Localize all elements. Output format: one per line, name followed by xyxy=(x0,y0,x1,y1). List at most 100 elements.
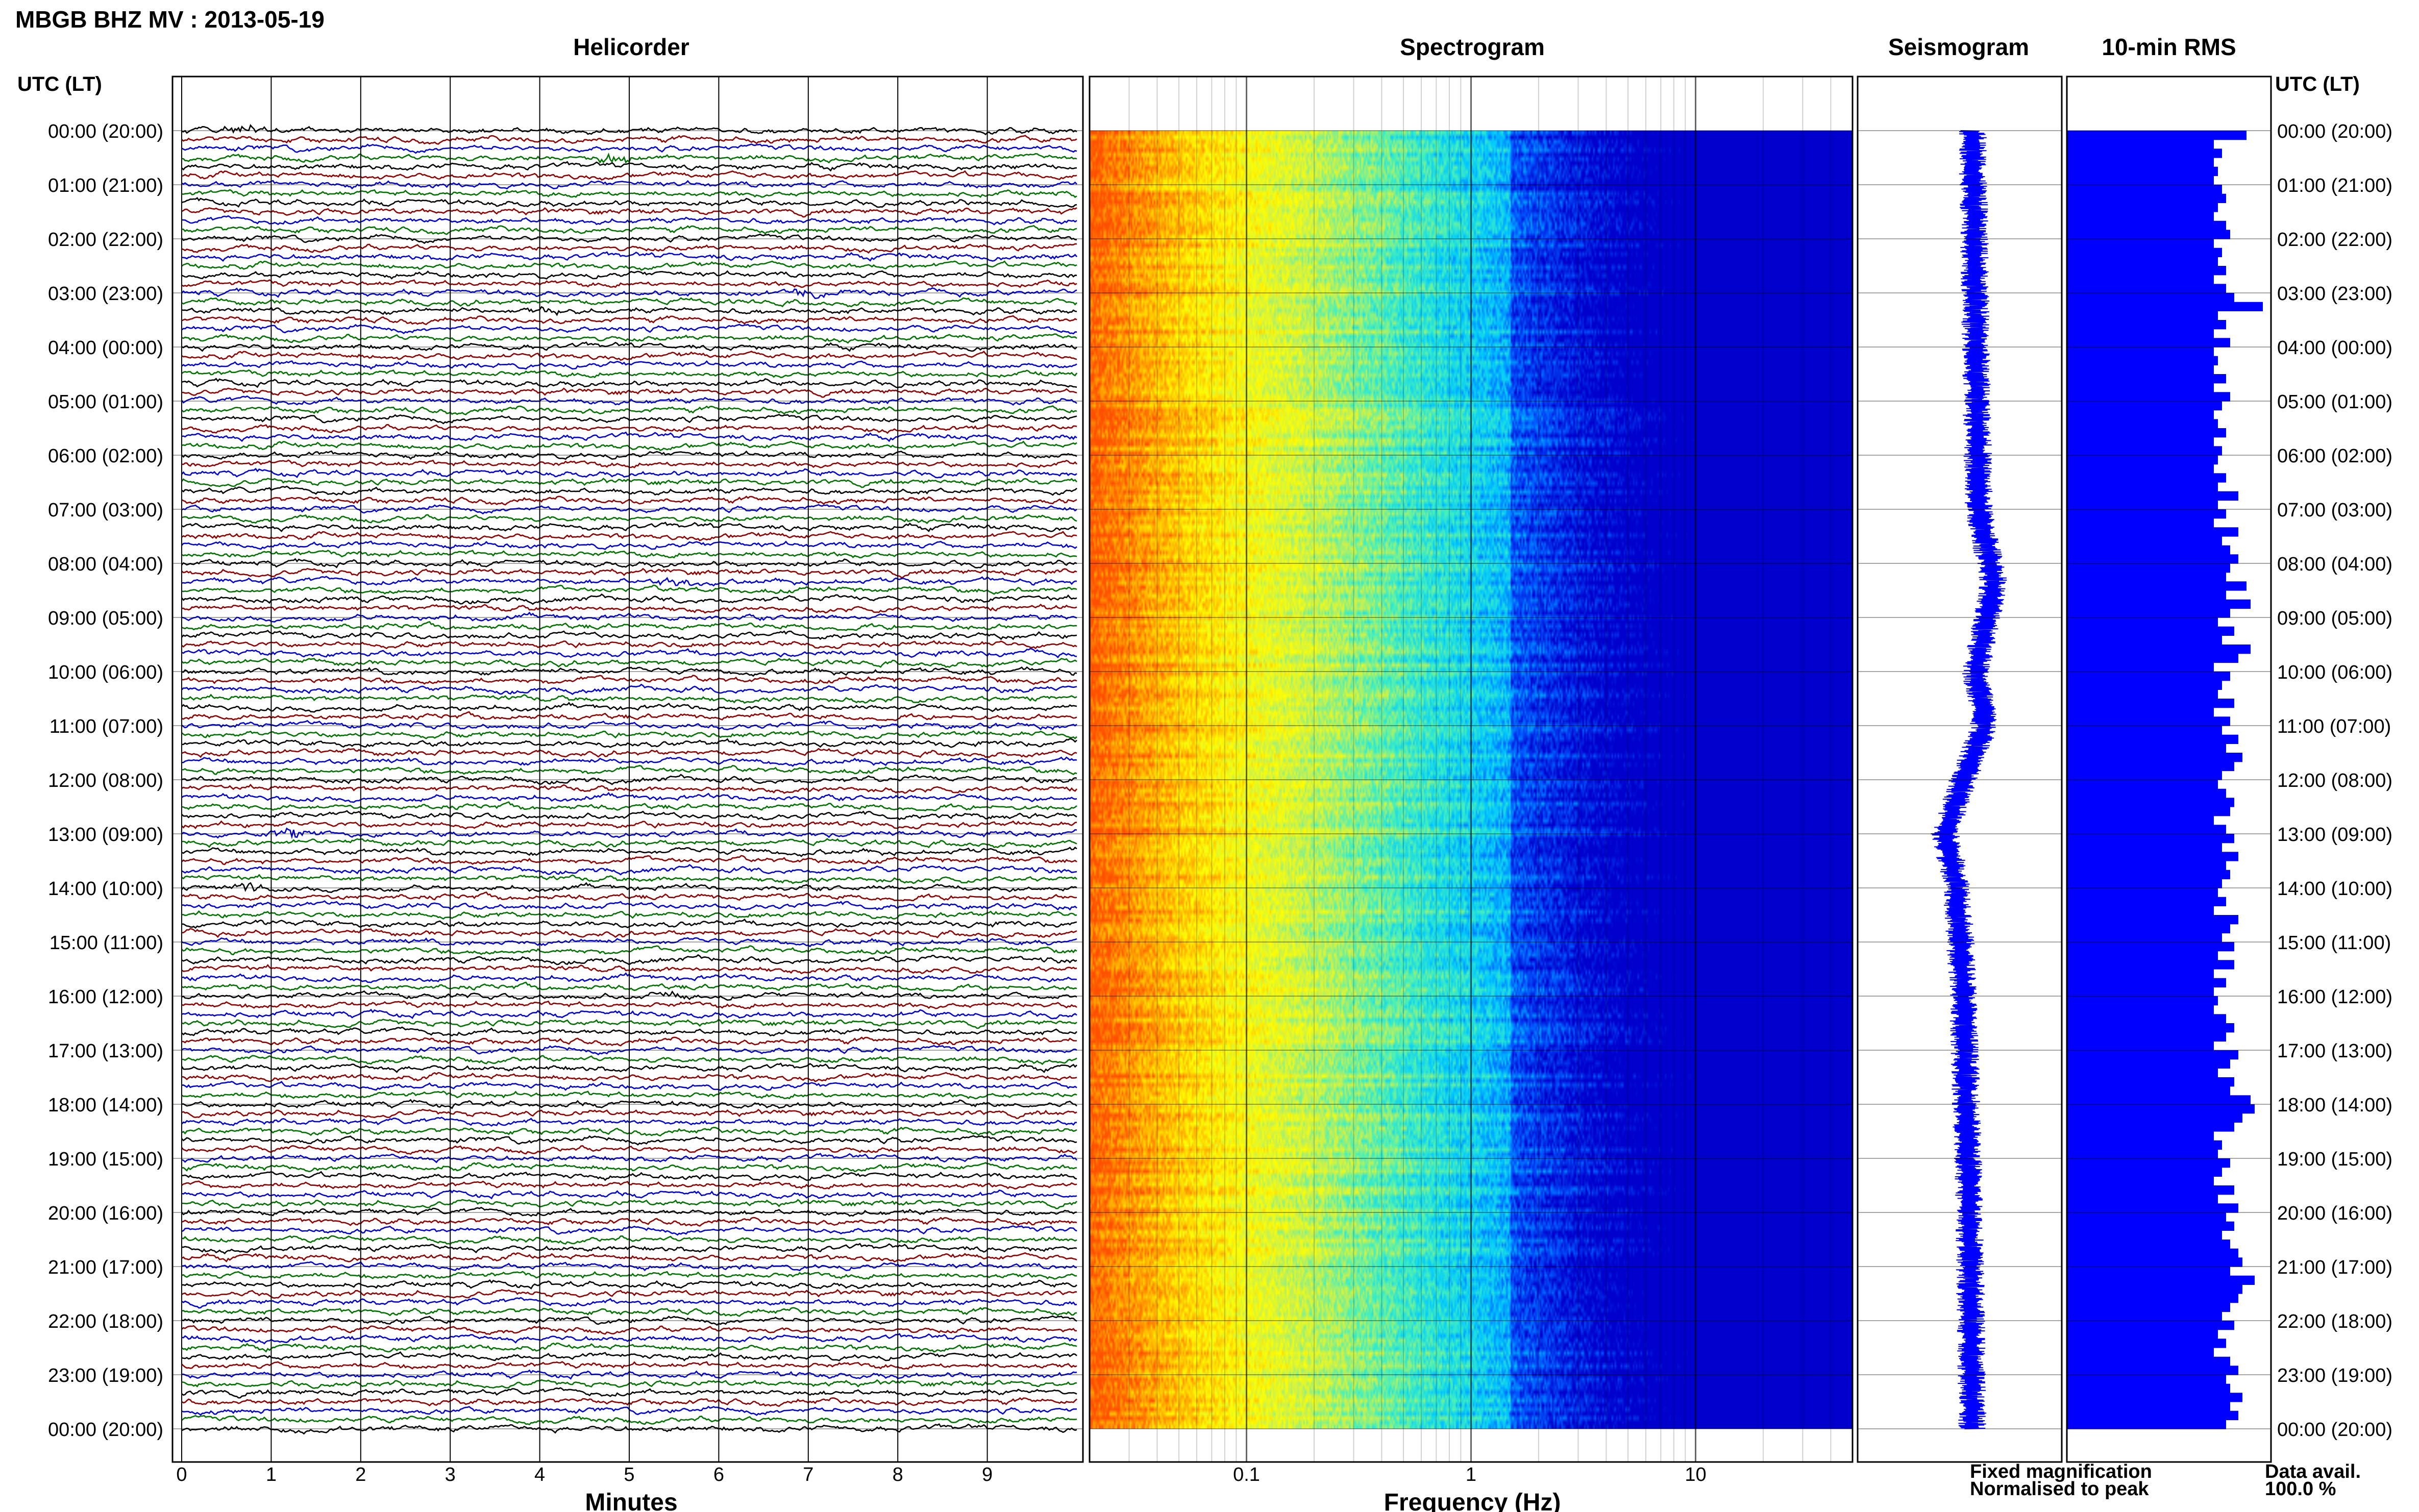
rms-bar xyxy=(2067,734,2238,744)
rms-bar xyxy=(2067,1267,2230,1276)
rms-bar xyxy=(2067,410,2214,419)
rms-bar xyxy=(2067,815,2214,825)
rms-bar xyxy=(2067,1194,2218,1204)
rms-bar xyxy=(2067,131,2247,140)
rms-bar xyxy=(2067,689,2218,699)
rms-bar xyxy=(2067,861,2226,871)
time-label-left: 04:00 (00:00) xyxy=(48,337,163,359)
time-label-right: 18:00 (14:00) xyxy=(2277,1095,2392,1116)
rms-bar xyxy=(2067,311,2218,320)
time-label-right: 16:00 (12:00) xyxy=(2277,986,2392,1008)
rms-bar xyxy=(2067,969,2214,979)
rms-bar xyxy=(2067,662,2214,672)
rms-bar xyxy=(2067,942,2234,952)
time-label-right: 17:00 (13:00) xyxy=(2277,1040,2392,1062)
rms-bar xyxy=(2067,1356,2230,1366)
rms-bar xyxy=(2067,906,2214,915)
rms-bar xyxy=(2067,1167,2222,1177)
rms-bar xyxy=(2067,1005,2214,1014)
rms-bar xyxy=(2067,933,2222,943)
time-label-left: 19:00 (15:00) xyxy=(48,1149,163,1170)
rms-bar xyxy=(2067,608,2230,618)
time-label-right: 00:00 (20:00) xyxy=(2277,1419,2392,1441)
rms-bar xyxy=(2067,401,2222,411)
rms-bar xyxy=(2067,879,2222,888)
rms-bar xyxy=(2067,464,2214,474)
seismogram-title: Seismogram xyxy=(1888,34,2029,60)
rms-bar xyxy=(2067,230,2230,239)
rms-bar xyxy=(2067,1122,2234,1132)
rms-bar xyxy=(2067,1014,2226,1024)
rms-bar xyxy=(2067,1375,2226,1384)
rms-bar xyxy=(2067,527,2238,537)
rms-bar xyxy=(2067,825,2226,834)
rms-bar xyxy=(2067,888,2218,898)
time-label-left: 03:00 (23:00) xyxy=(48,283,163,305)
time-label-right: 20:00 (16:00) xyxy=(2277,1203,2392,1224)
rms-bar xyxy=(2067,166,2218,176)
rms-bar xyxy=(2067,365,2214,375)
time-label-left: 22:00 (18:00) xyxy=(48,1311,163,1332)
rms-bar xyxy=(2067,1348,2214,1357)
rms-bar xyxy=(2067,1221,2234,1231)
time-label-right: 05:00 (01:00) xyxy=(2277,391,2392,413)
rms-bar xyxy=(2067,798,2234,807)
rms-bar xyxy=(2067,590,2226,600)
rms-bar xyxy=(2067,320,2226,330)
time-label-left: 02:00 (22:00) xyxy=(48,229,163,251)
rms-bar xyxy=(2067,437,2214,447)
rms-bar xyxy=(2067,1203,2238,1213)
legend-fixed-magnification: Fixed magnification xyxy=(1970,1461,2152,1482)
spectrogram-tick-label: 10 xyxy=(1685,1464,1706,1485)
time-label-right: 14:00 (10:00) xyxy=(2277,878,2392,900)
time-label-left: 05:00 (01:00) xyxy=(48,391,163,413)
helicorder-tick-label: 4 xyxy=(534,1464,545,1485)
rms-bar xyxy=(2067,446,2222,456)
rms-bar xyxy=(2067,293,2234,303)
rms-bar xyxy=(2067,807,2230,816)
rms-bar xyxy=(2067,771,2222,780)
rms-bar xyxy=(2067,599,2251,609)
rms-bar xyxy=(2067,951,2218,960)
rms-bar xyxy=(2067,915,2238,925)
rms-bar xyxy=(2067,212,2214,221)
rms-bar xyxy=(2067,753,2242,762)
rms-bar xyxy=(2067,266,2226,276)
time-label-right: 02:00 (22:00) xyxy=(2277,229,2392,251)
rms-bar xyxy=(2067,897,2226,906)
data-avail-value: 100.0 % xyxy=(2265,1478,2336,1500)
rms-bar xyxy=(2067,347,2214,357)
time-label-left: 07:00 (03:00) xyxy=(48,500,163,521)
rms-bar xyxy=(2067,491,2238,501)
rms-bar xyxy=(2067,1212,2226,1222)
data-avail-label: Data avail. xyxy=(2265,1461,2361,1482)
seismogram-line xyxy=(1931,130,2007,1429)
rms-bar xyxy=(2067,158,2214,167)
panel-frame xyxy=(171,76,1084,1463)
rms-bar xyxy=(2067,1339,2226,1348)
rms-bar xyxy=(2067,284,2226,293)
rms-bar xyxy=(2067,1275,2255,1285)
rms-bar xyxy=(2067,563,2230,573)
spectrogram-title: Spectrogram xyxy=(1400,34,1545,60)
rms-bar xyxy=(2067,1023,2234,1033)
time-label-left: 17:00 (13:00) xyxy=(48,1040,163,1062)
rms-bar xyxy=(2067,1257,2242,1267)
spectrogram-xlabel: Frequency (Hz) xyxy=(1384,1489,1561,1512)
rms-bar xyxy=(2067,545,2230,555)
rms-bar xyxy=(2067,1086,2230,1096)
time-label-left: 21:00 (17:00) xyxy=(48,1257,163,1278)
time-label-right: 15:00 (11:00) xyxy=(2277,932,2391,954)
rms-bar xyxy=(2067,924,2230,933)
rms-bar xyxy=(2067,455,2218,465)
time-label-left: 08:00 (04:00) xyxy=(48,554,163,575)
rms-bar xyxy=(2067,1248,2238,1258)
rms-bar xyxy=(2067,482,2218,492)
rms-bar xyxy=(2067,1059,2230,1069)
time-label-right: 03:00 (23:00) xyxy=(2277,283,2392,305)
rms-bar xyxy=(2067,473,2226,483)
rms-bar xyxy=(2067,1077,2234,1087)
rms-bar xyxy=(2067,536,2222,546)
rms-bar xyxy=(2067,1311,2222,1321)
